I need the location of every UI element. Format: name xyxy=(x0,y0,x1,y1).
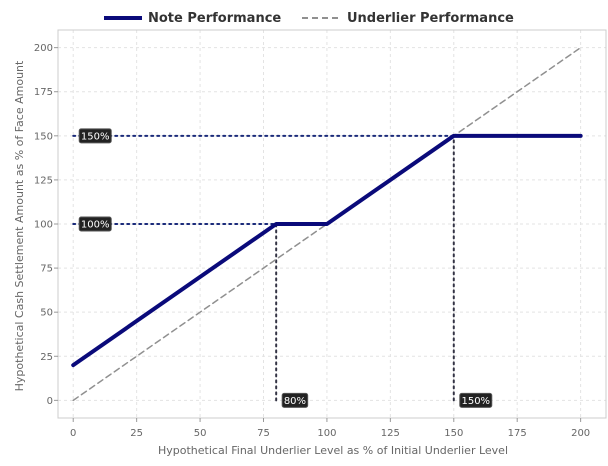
series-layer xyxy=(71,46,583,402)
y-tick-label: 25 xyxy=(40,352,53,363)
legend-note-label: Note Performance xyxy=(148,11,281,26)
annotation-label: 150% xyxy=(459,392,493,408)
y-tick-label: 100 xyxy=(34,220,53,231)
y-tick-label: 200 xyxy=(34,43,53,54)
annotations: 150% 100% 80% 150% xyxy=(78,128,493,408)
annotation-label: 80% xyxy=(281,392,309,408)
y-tick-label: 50 xyxy=(40,308,53,319)
y-tick-label: 0 xyxy=(47,396,53,407)
y-axis-title: Hypothetical Cash Settlement Amount as %… xyxy=(13,60,26,391)
y-tick-label: 75 xyxy=(40,264,53,275)
annotation-text: 80% xyxy=(284,396,306,407)
y-tick-label: 150 xyxy=(34,131,53,142)
annotation-box xyxy=(281,392,309,408)
tick-labels: 0 25 50 75 100 125 150 175 200 0 25 50 75 100 125 150 17… xyxy=(34,43,590,439)
x-tick-label: 175 xyxy=(508,428,527,439)
x-tick-label: 0 xyxy=(70,428,76,439)
annotation-box xyxy=(78,216,112,232)
x-tick-label: 25 xyxy=(130,428,143,439)
underlier-performance-line xyxy=(72,46,582,402)
y-tick-label: 125 xyxy=(34,175,53,186)
annotation-label: 100% xyxy=(78,216,112,232)
legend: Note Performance Underlier Performance xyxy=(104,11,514,26)
annotation-text: 150% xyxy=(461,396,490,407)
x-tick-label: 100 xyxy=(317,428,336,439)
legend-underlier-label: Underlier Performance xyxy=(347,11,514,26)
annotation-text: 150% xyxy=(81,131,110,142)
x-tick-label: 125 xyxy=(381,428,400,439)
x-axis-title: Hypothetical Final Underlier Level as % … xyxy=(158,444,508,457)
x-tick-label: 50 xyxy=(194,428,207,439)
annotation-box xyxy=(459,392,493,408)
annotation-text: 100% xyxy=(81,220,110,231)
annotation-box xyxy=(78,128,112,144)
x-tick-label: 75 xyxy=(257,428,270,439)
note-performance-line xyxy=(71,133,583,368)
x-tick-label: 200 xyxy=(571,428,590,439)
x-tick-label: 150 xyxy=(444,428,463,439)
reference-lines xyxy=(72,134,455,402)
annotation-label: 150% xyxy=(78,128,112,144)
y-tick-label: 175 xyxy=(34,87,53,98)
